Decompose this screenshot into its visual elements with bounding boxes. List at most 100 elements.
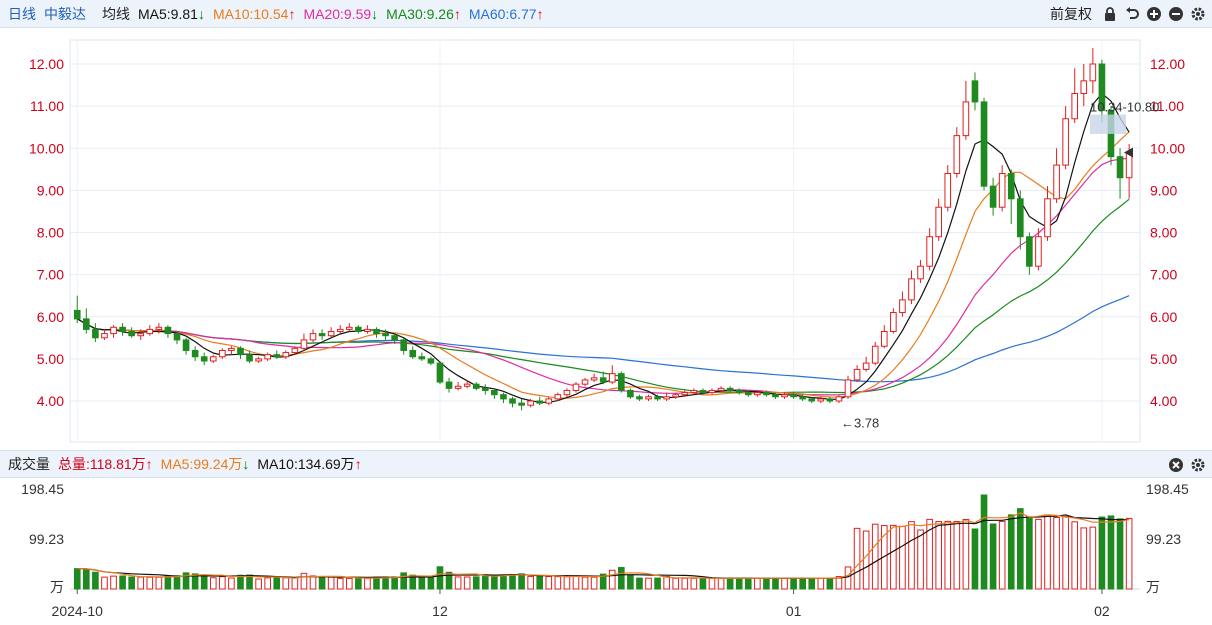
candle-body (445, 381, 453, 389)
volume-bar (980, 494, 988, 590)
candle-body (554, 394, 562, 400)
volume-bar (318, 576, 326, 590)
candle-body (155, 326, 163, 330)
y-tick-label-right: 6.00 (1150, 309, 1177, 325)
candle-body (191, 349, 199, 358)
candle-body (781, 394, 788, 398)
volume-bar (83, 568, 90, 590)
volume-bar (663, 576, 670, 590)
volume-bar (1080, 527, 1088, 590)
volume-bar (744, 577, 752, 590)
volume-bar (826, 577, 834, 590)
volume-bar (862, 530, 870, 590)
volume-bar (1071, 521, 1079, 590)
candle-body (545, 398, 553, 404)
candle-body (373, 328, 380, 335)
ma30-line (76, 198, 1130, 394)
candle-body (681, 392, 689, 396)
candle-body (899, 299, 906, 314)
gear-icon[interactable] (1190, 457, 1206, 473)
volume-bar (672, 577, 680, 590)
zoom-out-icon[interactable] (1168, 6, 1184, 22)
candle-body (228, 347, 235, 351)
candle-body (400, 339, 408, 351)
period-selector[interactable]: 日线 (8, 5, 36, 22)
volume-title: 成交量 (8, 456, 50, 472)
volume-chart[interactable]: 198.45198.4599.2399.23万万2024-10120102030… (0, 478, 1212, 625)
volume-total: 总量:118.81万↑ (58, 456, 153, 472)
y-tick-label-left: 6.00 (37, 309, 64, 325)
ma-menu[interactable]: 均线 (102, 5, 130, 22)
candle-body (291, 347, 299, 354)
candle-body (391, 335, 398, 341)
volume-bar (726, 577, 734, 590)
ma60-line (76, 295, 1130, 383)
candle-body (1007, 173, 1015, 200)
volume-bar (146, 576, 154, 590)
candle-body (636, 396, 643, 400)
volume-bar (481, 574, 489, 590)
volume-bar (1053, 517, 1060, 590)
candle-body (345, 326, 353, 330)
volume-tick-left: 198.45 (21, 481, 64, 497)
candle-body (645, 396, 652, 400)
y-tick-label-left: 12.00 (29, 56, 64, 72)
candle-body (853, 368, 861, 381)
y-tick-label-left: 10.00 (29, 140, 64, 156)
volume-bar (699, 577, 707, 590)
volume-bar (636, 577, 643, 590)
candle-body (763, 392, 770, 396)
volume-tick-left: 99.23 (29, 531, 64, 547)
volume-ma5: MA5:99.24万↓ (160, 456, 250, 472)
candle-body (708, 389, 716, 394)
zoom-in-icon[interactable] (1146, 6, 1162, 22)
candle-body (491, 389, 498, 396)
close-icon[interactable] (1168, 457, 1184, 473)
y-tick-label-right: 5.00 (1150, 351, 1177, 367)
volume-bar (472, 576, 480, 590)
volume-bar (418, 577, 426, 590)
volume-bar (627, 574, 634, 590)
volume-bar (890, 524, 897, 590)
volume-bar (491, 574, 498, 590)
volume-bar (1007, 514, 1015, 590)
volume-bar (282, 577, 290, 590)
candle-body (862, 362, 870, 370)
volume-bar (436, 566, 444, 590)
gear-icon[interactable] (1190, 6, 1206, 22)
candle-body (618, 373, 625, 391)
y-tick-label-right: 10.00 (1150, 140, 1185, 156)
volume-bar (237, 574, 244, 590)
volume-bar (599, 573, 607, 590)
y-tick-label-right: 4.00 (1150, 393, 1177, 409)
candle-body (146, 328, 154, 335)
volume-bar (536, 575, 544, 590)
volume-bar (345, 577, 353, 590)
candle-body (1035, 236, 1042, 267)
volume-tick-right: 99.23 (1146, 531, 1181, 547)
candle-body (1044, 198, 1051, 238)
candlestick-chart[interactable]: 12.00 12.00 11.00 11.00 10.00 10.00 9.00 9.00 8.… (0, 28, 1212, 450)
candle-body (83, 318, 90, 330)
candle-body (744, 392, 752, 396)
candle-body (73, 309, 81, 320)
volume-bar (400, 572, 408, 590)
volume-bar (1044, 514, 1051, 590)
undo-icon[interactable] (1124, 6, 1140, 22)
plot-frame (69, 39, 1141, 443)
volume-bar (1026, 516, 1033, 590)
candle-body (826, 398, 834, 402)
adjust-mode-button[interactable]: 前复权 (1050, 6, 1092, 22)
lock-icon[interactable] (1102, 6, 1118, 22)
volume-bar (101, 576, 108, 590)
y-tick-label-right: 7.00 (1150, 267, 1177, 283)
candle-body (1089, 63, 1097, 82)
volume-bar (681, 577, 689, 590)
candle-body (690, 389, 698, 394)
volume-bar (835, 576, 843, 590)
volume-bar (300, 572, 308, 590)
ma-legend-item: MA10:10.54↑ (212, 5, 296, 22)
volume-bar (327, 576, 335, 590)
volume-bar (989, 523, 997, 590)
volume-bar (772, 577, 779, 590)
